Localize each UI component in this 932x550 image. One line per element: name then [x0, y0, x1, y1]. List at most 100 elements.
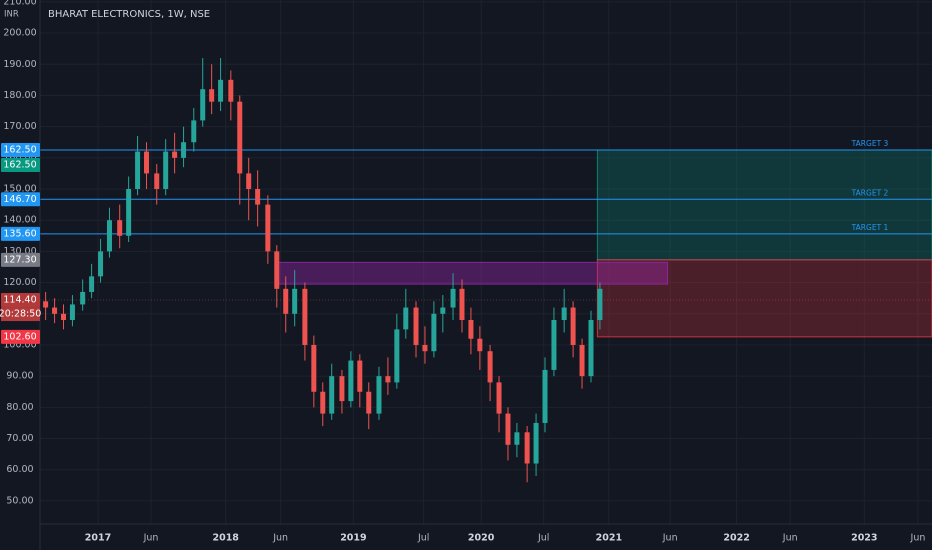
candle-body: [366, 391, 372, 414]
candle-body: [477, 338, 483, 352]
y-tick-label: 120.00: [3, 277, 36, 288]
candle-body: [265, 204, 271, 252]
candle-body: [376, 376, 382, 414]
y-tick-label: 210.00: [3, 0, 36, 7]
candle-body: [450, 288, 456, 308]
y-tick-label: 130.00: [3, 246, 36, 257]
candle-body: [394, 329, 400, 383]
candle-body: [570, 307, 576, 345]
y-tick-label: 90.00: [6, 371, 33, 382]
candle-body: [163, 151, 169, 190]
price-label: 146.70: [3, 194, 36, 205]
y-tick-label: 60.00: [6, 464, 33, 475]
x-tick-label: 2018: [212, 533, 239, 544]
candle-body: [237, 101, 243, 174]
x-tick-label: Jun: [143, 533, 159, 544]
price-label-bg: [1, 143, 40, 158]
candle-body: [117, 220, 123, 236]
zone-box: [596, 259, 932, 338]
y-tick-label: 160.00: [3, 152, 36, 163]
y-tick-label: 170.00: [3, 121, 36, 132]
candle-body: [496, 382, 502, 414]
y-tick-label: 70.00: [6, 433, 33, 444]
x-tick-label: Jun: [782, 533, 798, 544]
x-tick-label: Jul: [537, 533, 549, 544]
candle-body: [542, 369, 548, 423]
price-label-bg: [1, 329, 40, 344]
x-tick-label: Jun: [910, 533, 926, 544]
candle-body: [357, 360, 363, 392]
candle-body: [487, 351, 493, 383]
y-tick-label: 190.00: [3, 59, 36, 70]
candle-body: [218, 79, 224, 102]
zone-box: [596, 149, 932, 261]
y-tick-label: 150.00: [3, 184, 36, 195]
x-tick-label: 2020: [468, 533, 495, 544]
y-tick-label: 180.00: [3, 90, 36, 101]
price-label: 114.40: [3, 295, 36, 306]
candle-body: [89, 276, 95, 292]
price-label-bg: [1, 293, 40, 308]
candle-body: [135, 151, 141, 190]
candle-body: [505, 413, 511, 445]
y-tick-label: 50.00: [6, 495, 33, 506]
chart-title: BHARAT ELECTRONICS, 1W, NSE: [48, 9, 210, 20]
y-unit: INR: [4, 10, 19, 20]
candle-body: [440, 307, 446, 314]
candle-body: [154, 173, 160, 190]
price-label: 162.50: [3, 160, 36, 171]
candle-body: [228, 79, 234, 102]
candle-body: [597, 288, 603, 321]
x-tick-label: 2017: [85, 533, 111, 544]
candle-body: [561, 307, 567, 321]
candle-body: [200, 89, 206, 121]
price-label-bg: [1, 192, 40, 207]
candle-body: [413, 307, 419, 345]
x-tick-label: 2021: [596, 533, 622, 544]
y-tick-label: 140.00: [3, 215, 36, 226]
candle-body: [144, 151, 150, 174]
price-label: 102.60: [3, 331, 36, 342]
price-label-bg: [1, 158, 40, 173]
candle-body: [191, 120, 197, 143]
price-label: 135.60: [3, 228, 36, 239]
x-tick-label: 2022: [723, 533, 749, 544]
candle-body: [69, 304, 75, 321]
candle-body: [588, 320, 594, 377]
candle-body: [311, 344, 317, 392]
x-tick-label: 2019: [340, 533, 366, 544]
x-tick-label: 2023: [851, 533, 877, 544]
candle-body: [302, 288, 308, 345]
candle-body: [329, 376, 335, 414]
candle-body: [172, 151, 178, 158]
candle-body: [61, 313, 67, 321]
price-label-bg: [1, 226, 40, 241]
countdown: 20:28:50: [0, 309, 41, 320]
candle-body: [246, 173, 252, 190]
y-tick-label: 100.00: [3, 339, 36, 350]
candle-body: [283, 288, 289, 314]
candle-body: [98, 251, 104, 277]
candle-body: [524, 432, 530, 464]
candle-body: [459, 288, 465, 321]
candle-body: [514, 432, 520, 445]
candle-body: [468, 320, 474, 339]
candle-body: [339, 376, 345, 402]
price-label: 162.50: [3, 145, 36, 156]
candle-body: [422, 344, 428, 352]
y-tick-label: 80.00: [6, 402, 33, 413]
candle-body: [80, 291, 86, 305]
candle-body: [348, 360, 354, 402]
target-label: TARGET 2: [851, 188, 889, 197]
candle-body: [126, 189, 132, 236]
zone-box: [276, 261, 669, 285]
x-tick-label: Jun: [272, 533, 288, 544]
candle-body: [385, 376, 391, 383]
candle-body: [209, 89, 215, 102]
candle-body: [255, 189, 261, 205]
candle-body: [292, 288, 298, 314]
target-label: TARGET 3: [851, 139, 889, 148]
candle-body: [533, 422, 539, 464]
